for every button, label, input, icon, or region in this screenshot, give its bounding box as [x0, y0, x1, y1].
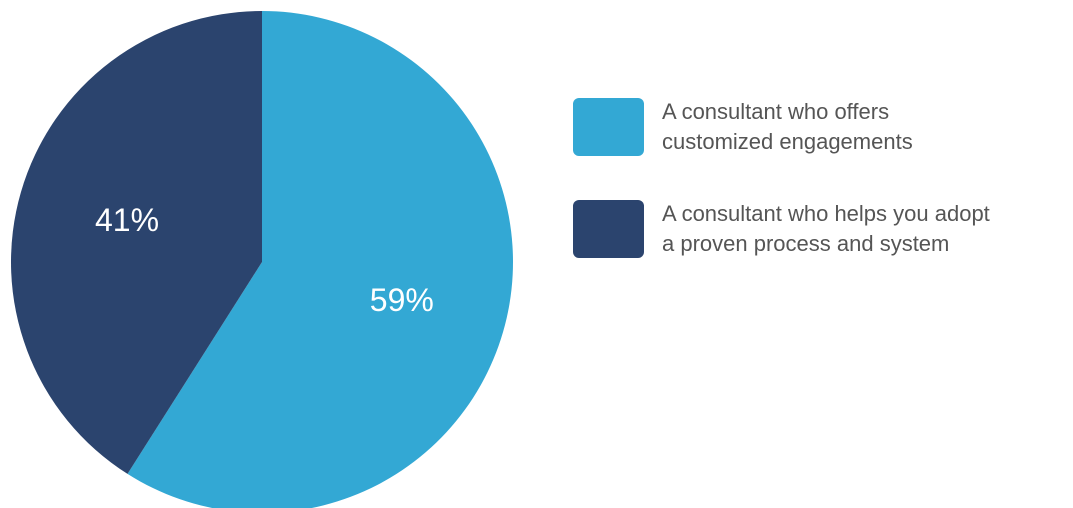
pie-label-proven-process: 41%: [95, 202, 159, 238]
legend-swatch-customized-engagements: [573, 98, 644, 156]
chart-legend: A consultant who offers customized engag…: [573, 94, 1068, 298]
pie-slice-proven-process: [11, 11, 262, 474]
legend-item-customized-engagements: A consultant who offers customized engag…: [573, 94, 1068, 160]
legend-swatch-proven-process: [573, 200, 644, 258]
pie-slice-customized-engagements: [127, 11, 513, 508]
pie-label-customized-engagements: 59%: [370, 282, 434, 318]
legend-label-proven-process: A consultant who helps you adopt a prove…: [662, 201, 990, 256]
legend-item-proven-process: A consultant who helps you adopt a prove…: [573, 196, 1068, 262]
pie-plot-area: 59% 41%: [11, 11, 513, 508]
legend-label-customized-engagements: A consultant who offers customized engag…: [662, 99, 913, 154]
